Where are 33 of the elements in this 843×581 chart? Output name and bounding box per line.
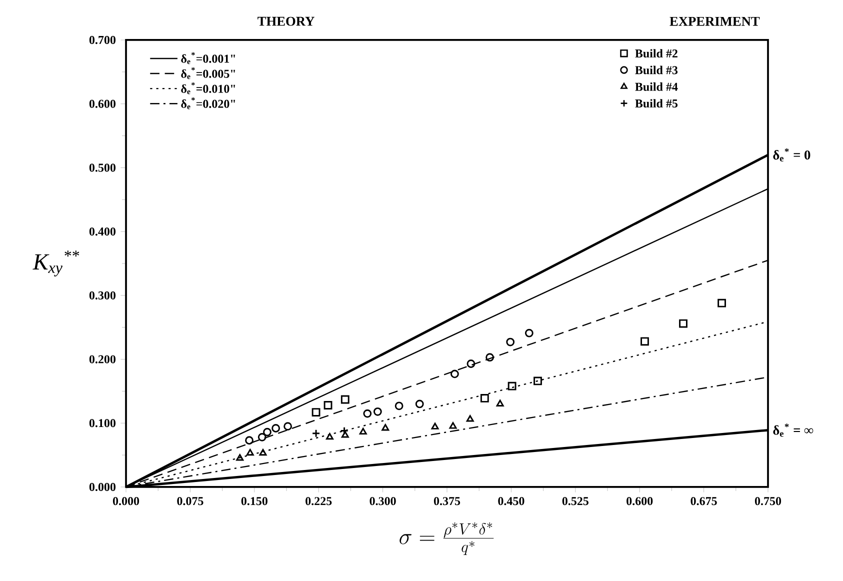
y-axis-title: K$_{xy}$** (32, 250, 80, 276)
y-tick-label: 0.600 (89, 100, 116, 108)
y-tick-label: 0.100 (89, 419, 116, 428)
legend-label: Build #2 (635, 49, 678, 58)
legend-label: δ$_{e}$$^{*}$=0.001" (181, 52, 235, 64)
x-axis-title: $\sigma = \frac{\rho^{*} V^{*} \delta^{*}}{q^{*}}$ (400, 522, 494, 556)
text: THEORY (258, 16, 314, 26)
x-tick-label: 0.450 (498, 497, 524, 506)
legend-label: δ$_{e}$$^{*}$=0.005" (181, 67, 235, 80)
x-tick-label: 0.300 (370, 497, 396, 506)
legend-label: δ$_{e}$$^{*}$=0.010" (181, 82, 235, 94)
legend-label: Build #3 (635, 66, 678, 74)
x-tick-label: 0.600 (626, 497, 653, 506)
legend-label: Build #4 (635, 82, 678, 91)
x-tick-label: 0.750 (754, 497, 782, 506)
x-tick-label: 0.000 (112, 497, 140, 506)
text: EXPERIMENT (670, 16, 760, 26)
legend-label: Build #5 (635, 99, 678, 108)
annotation: δ$_{e}$$^{*}$ = ∞ (773, 424, 814, 437)
legend-label: δ$_{e}$$^{*}$=0.020" (181, 97, 235, 110)
annotation: δ$_{e}$$^{*}$ = 0 (773, 148, 810, 162)
y-tick-label: 0.400 (89, 227, 116, 236)
y-tick-label: 0.500 (89, 164, 116, 172)
x-tick-label: 0.075 (177, 497, 204, 506)
y-tick-label: 0.300 (89, 291, 116, 300)
x-tick-label: 0.375 (434, 497, 460, 506)
x-tick-label: 0.675 (690, 497, 717, 506)
y-tick-label: 0.700 (89, 36, 116, 44)
x-tick-label: 0.525 (562, 497, 588, 506)
y-tick-label: 0.000 (89, 482, 116, 492)
y-tick-label: 0.200 (89, 355, 116, 364)
x-tick-label: 0.225 (306, 497, 332, 506)
x-tick-label: 0.150 (241, 497, 268, 506)
